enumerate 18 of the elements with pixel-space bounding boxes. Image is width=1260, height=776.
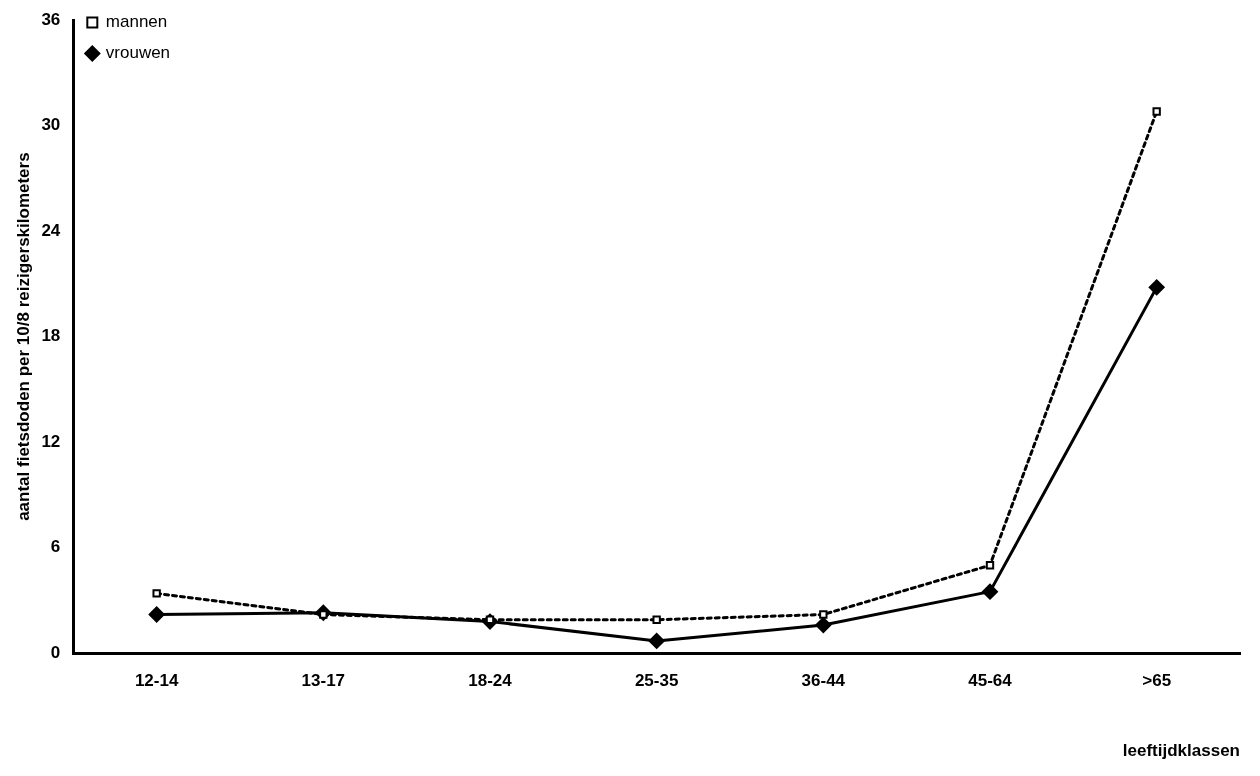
x-tick-label: 12-14 (134, 671, 179, 691)
y-tick-label: 36 (41, 9, 61, 29)
x-tick-label: 36-44 (801, 671, 846, 691)
x-tick-label: 45-64 (968, 671, 1013, 691)
y-tick-label: 18 (41, 326, 61, 346)
y-tick-label: 24 (41, 220, 61, 240)
y-axis-title: aantal fietsdoden per 10/8 reizigerskilometers (13, 152, 33, 521)
legend-label: mannen (105, 12, 168, 32)
legend-label: vrouwen (105, 43, 171, 63)
x-tick-label: 25-35 (634, 671, 679, 691)
x-tick-label: 18-24 (468, 671, 513, 691)
y-tick-label: 0 (50, 642, 61, 662)
y-tick-label: 12 (41, 431, 61, 451)
x-tick-label: >65 (1142, 671, 1172, 691)
y-tick-label: 6 (50, 537, 61, 557)
y-tick-label: 30 (41, 115, 61, 135)
x-tick-label: 13-17 (301, 671, 346, 691)
x-axis-title: leeftijdklassen (1122, 741, 1240, 761)
